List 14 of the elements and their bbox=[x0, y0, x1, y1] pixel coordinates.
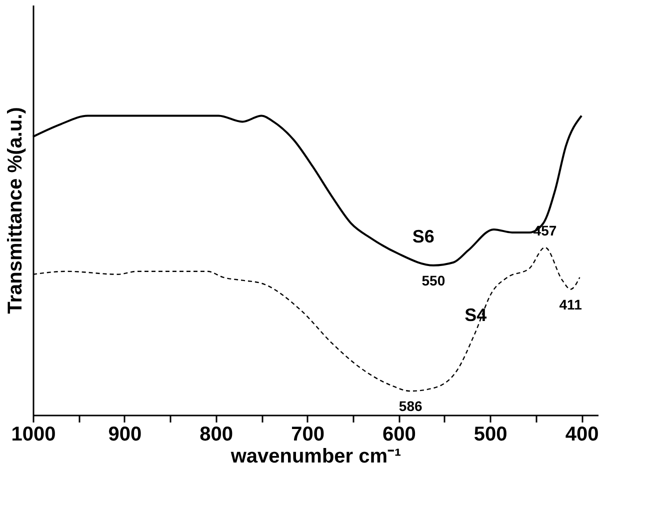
annotation: 411 bbox=[559, 296, 582, 312]
annotation: 586 bbox=[398, 398, 422, 414]
series-label: S4 bbox=[464, 305, 487, 326]
x-tick-label: 900 bbox=[108, 424, 142, 446]
annotation: 550 bbox=[422, 272, 446, 288]
x-tick-label: 500 bbox=[474, 424, 508, 446]
series-label: S6 bbox=[412, 226, 434, 246]
x-tick-label: 800 bbox=[200, 424, 234, 446]
y-axis-title: Transmittance %(a.u.) bbox=[4, 107, 26, 314]
x-tick-label: 400 bbox=[565, 424, 599, 446]
x-tick-label: 700 bbox=[291, 424, 324, 446]
x-tick-label: 600 bbox=[382, 424, 416, 446]
x-axis-title: wavenumber cm⁻¹ bbox=[230, 446, 402, 468]
x-tick-label: 1000 bbox=[11, 424, 56, 446]
